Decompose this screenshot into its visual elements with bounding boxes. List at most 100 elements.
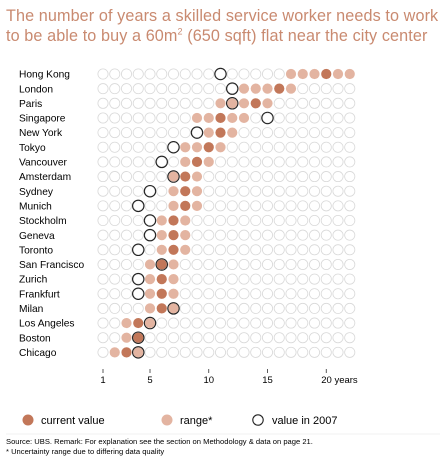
title-line-1: The number of years a skilled service wo… <box>6 7 439 25</box>
empty-dot <box>179 258 191 270</box>
city-label: Munich <box>19 201 52 212</box>
empty-dot <box>250 258 262 270</box>
empty-dot <box>332 317 344 329</box>
value-2007-marker <box>143 214 157 227</box>
value-2007-marker <box>167 170 180 183</box>
empty-dot <box>214 288 226 300</box>
empty-dot <box>226 200 238 212</box>
empty-dot <box>250 244 262 256</box>
empty-dot <box>238 68 250 80</box>
empty-dot <box>344 302 356 314</box>
range-dot <box>227 127 238 138</box>
empty-dot <box>297 185 309 197</box>
empty-dot <box>167 332 179 344</box>
empty-dot <box>238 127 250 139</box>
empty-dot <box>261 229 273 241</box>
current-value-dot <box>156 303 167 314</box>
range-dot <box>144 317 156 329</box>
range-dot <box>180 244 191 255</box>
empty-dot <box>97 185 109 197</box>
empty-dot <box>273 214 285 226</box>
empty-dot <box>191 68 203 80</box>
empty-dot <box>250 156 262 168</box>
current-value-dot <box>203 142 214 153</box>
x-tick-label: 20 years <box>321 375 358 386</box>
empty-dot <box>226 258 238 270</box>
empty-dot <box>273 185 285 197</box>
city-label: Sydney <box>19 187 54 198</box>
empty-dot <box>97 156 109 168</box>
empty-dot <box>250 112 262 124</box>
city-label: Geneva <box>19 231 55 242</box>
empty-dot <box>167 346 179 358</box>
range-dot <box>121 317 132 329</box>
range-dot <box>203 112 214 124</box>
city-label: Vancouver <box>19 158 68 169</box>
empty-dot <box>156 185 168 197</box>
value-2007-marker <box>167 302 180 315</box>
city-row: Frankfurt <box>19 287 356 300</box>
empty-dot <box>156 156 168 168</box>
empty-dot <box>308 273 320 285</box>
empty-dot <box>273 258 285 270</box>
empty-dot <box>132 273 144 285</box>
empty-dot <box>250 332 262 344</box>
empty-dot <box>332 214 344 226</box>
range-dot <box>168 171 179 182</box>
range-dot <box>121 332 132 343</box>
empty-dot <box>179 127 191 139</box>
empty-dot <box>344 214 356 226</box>
empty-dot <box>332 141 344 153</box>
empty-dot <box>250 229 262 241</box>
empty-dot <box>238 317 250 329</box>
empty-dot <box>191 244 203 256</box>
empty-dot <box>320 346 332 358</box>
empty-dot <box>297 288 309 300</box>
range-dot <box>250 83 261 94</box>
empty-dot <box>132 229 144 241</box>
empty-dot <box>320 200 332 212</box>
value-2007-marker <box>226 82 239 95</box>
empty-dot <box>261 273 273 285</box>
city-row: Vancouver <box>19 155 356 169</box>
empty-dot <box>332 258 344 270</box>
empty-dot <box>156 171 168 183</box>
range-dot <box>144 303 156 314</box>
empty-dot <box>156 112 168 124</box>
empty-dot <box>297 258 309 270</box>
legend: current value range* value in 2007 <box>22 414 337 427</box>
empty-dot <box>344 171 356 183</box>
empty-dot <box>226 273 238 285</box>
empty-dot <box>320 171 332 183</box>
range-dot <box>191 142 203 153</box>
empty-dot <box>285 244 297 256</box>
empty-dot <box>344 229 356 241</box>
empty-dot <box>144 112 156 124</box>
city-row: Boston <box>19 331 356 344</box>
empty-dot <box>144 214 156 226</box>
empty-dot <box>308 332 320 344</box>
empty-dot <box>273 97 285 109</box>
empty-dot <box>191 302 203 314</box>
empty-dot <box>226 68 238 80</box>
empty-dot <box>179 112 191 124</box>
empty-dot <box>214 229 226 241</box>
empty-dot <box>344 346 356 358</box>
legend-range-swatch <box>161 414 173 426</box>
empty-dot <box>261 141 273 153</box>
empty-dot <box>179 317 191 329</box>
empty-dot <box>132 171 144 183</box>
city-row: San Francisco <box>19 258 356 271</box>
empty-dot <box>285 302 297 314</box>
empty-dot <box>250 200 262 212</box>
empty-dot <box>238 185 250 197</box>
empty-dot <box>273 288 285 300</box>
empty-dot <box>132 302 144 314</box>
empty-dot <box>214 171 226 183</box>
empty-dot <box>132 156 144 168</box>
empty-dot <box>344 288 356 300</box>
empty-dot <box>97 214 109 226</box>
empty-dot <box>320 185 332 197</box>
empty-dot <box>203 273 215 285</box>
empty-dot <box>285 229 297 241</box>
